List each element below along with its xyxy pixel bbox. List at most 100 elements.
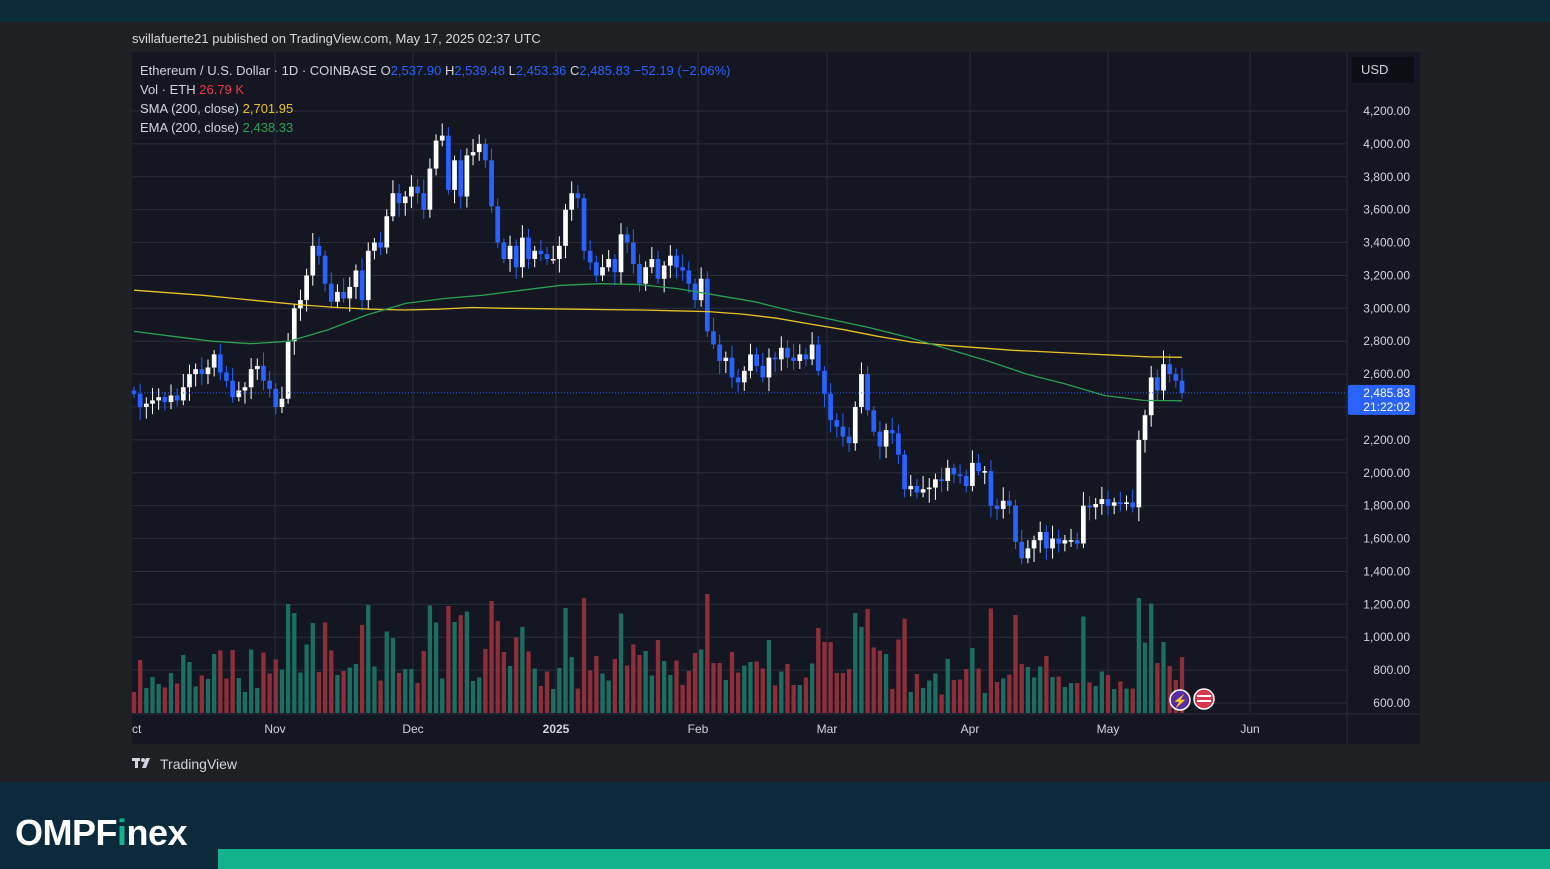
brand-accent-bar [218, 849, 1550, 869]
volume-bar [279, 669, 285, 713]
candle-body [476, 143, 482, 153]
candle-body [1161, 364, 1166, 391]
volume-bar [1105, 675, 1111, 713]
y-tick-label: 2,800.00 [1363, 334, 1410, 348]
volume-bar [242, 692, 248, 713]
volume-bar [150, 677, 155, 713]
candle-body [427, 168, 433, 210]
candle-body [180, 387, 186, 401]
volume-bar [809, 663, 815, 713]
us-flag-event-icon [1193, 688, 1215, 710]
volume-bar [390, 638, 396, 713]
candle-body [563, 209, 568, 246]
y-tick-label: 3,000.00 [1363, 301, 1410, 315]
volume-bar [816, 628, 821, 713]
candle-body [421, 193, 427, 210]
volume-bar [1142, 642, 1148, 713]
volume-bar [378, 680, 383, 713]
volume-bar [742, 665, 747, 713]
candle-body [797, 354, 803, 361]
volume-bar [779, 671, 784, 713]
candle-body [1093, 504, 1099, 508]
candle-body [310, 245, 316, 276]
volume-bar [883, 654, 889, 713]
volume-label: Vol · ETH [140, 82, 196, 97]
event-icons: ⚡ [1169, 688, 1215, 711]
ema-value: 2,438.33 [242, 120, 294, 135]
volume-bar [631, 644, 636, 713]
candle-body [285, 341, 291, 399]
candle-body [963, 476, 969, 486]
candle-body [606, 259, 612, 268]
change-value: −52.19 (−2.06%) [633, 63, 731, 78]
x-tick-label: Apr [961, 722, 980, 736]
candle-body [156, 397, 162, 401]
volume-bar [273, 659, 278, 713]
currency-button[interactable]: USD [1352, 57, 1414, 83]
candle-body [883, 430, 889, 447]
candle-body [439, 135, 445, 141]
candle-body [957, 474, 963, 477]
candle-body [1062, 540, 1068, 544]
volume-bar [1062, 687, 1068, 713]
candle-body [291, 308, 297, 342]
volume-bar [920, 688, 926, 713]
candle-body [1130, 502, 1136, 508]
y-tick-label: 3,200.00 [1363, 268, 1410, 282]
x-tick-label: ct [132, 722, 142, 736]
volume-bar [655, 640, 661, 713]
volume-bar [384, 631, 389, 713]
candle-body [1087, 505, 1092, 508]
volume-bar [507, 666, 513, 713]
candle-body [840, 426, 846, 437]
volume-bar [760, 668, 765, 713]
candle-body [655, 259, 661, 279]
volume-bar [267, 673, 272, 713]
volume-bar [144, 688, 149, 713]
volume-value: 26.79 K [199, 82, 245, 97]
volume-bar [193, 686, 198, 713]
volume-bar [680, 685, 685, 713]
volume-bar [1075, 683, 1080, 713]
candle-body [859, 374, 864, 407]
volume-bar [335, 675, 340, 713]
high-label: H [444, 63, 455, 78]
candle-body [1037, 531, 1043, 541]
candle-body [328, 283, 334, 302]
candle-body [914, 485, 920, 493]
y-tick-label: 3,600.00 [1363, 203, 1410, 217]
volume-bar [224, 678, 229, 713]
candle-body [1099, 499, 1105, 505]
volume-bar [1087, 682, 1092, 713]
volume-bar [452, 622, 457, 713]
candle-body [951, 467, 957, 475]
candle-body [489, 160, 494, 207]
candle-body [433, 140, 439, 169]
candle-body [230, 380, 235, 398]
volume-bar [403, 669, 408, 713]
candle-body [1007, 500, 1012, 506]
volume-bar [199, 675, 204, 713]
chart-panel[interactable] [132, 52, 1420, 744]
volume-bar [421, 651, 426, 713]
volume-bar [637, 655, 642, 713]
volume-bar [285, 604, 291, 713]
tradingview-brand: TradingView [132, 756, 237, 772]
volume-bar [569, 657, 574, 713]
candle-body [711, 331, 716, 345]
volume-bar [174, 683, 180, 713]
top-band [0, 0, 1550, 22]
candle-body [1019, 541, 1025, 559]
price-axis: 600.00 800.00 1,000.00 1,200.00 1,400.00 1,60… [1348, 104, 1415, 710]
candle-body [550, 259, 556, 261]
y-tick-label: 4,200.00 [1363, 104, 1410, 118]
candle-body [378, 242, 383, 248]
candle-body [852, 407, 858, 444]
candle-body [322, 255, 328, 284]
high-value: 2,539.48 [454, 63, 505, 78]
candle-body [698, 278, 704, 301]
candle-body [717, 344, 722, 361]
candle-body [507, 245, 513, 259]
tradingview-logo-icon [132, 756, 154, 772]
